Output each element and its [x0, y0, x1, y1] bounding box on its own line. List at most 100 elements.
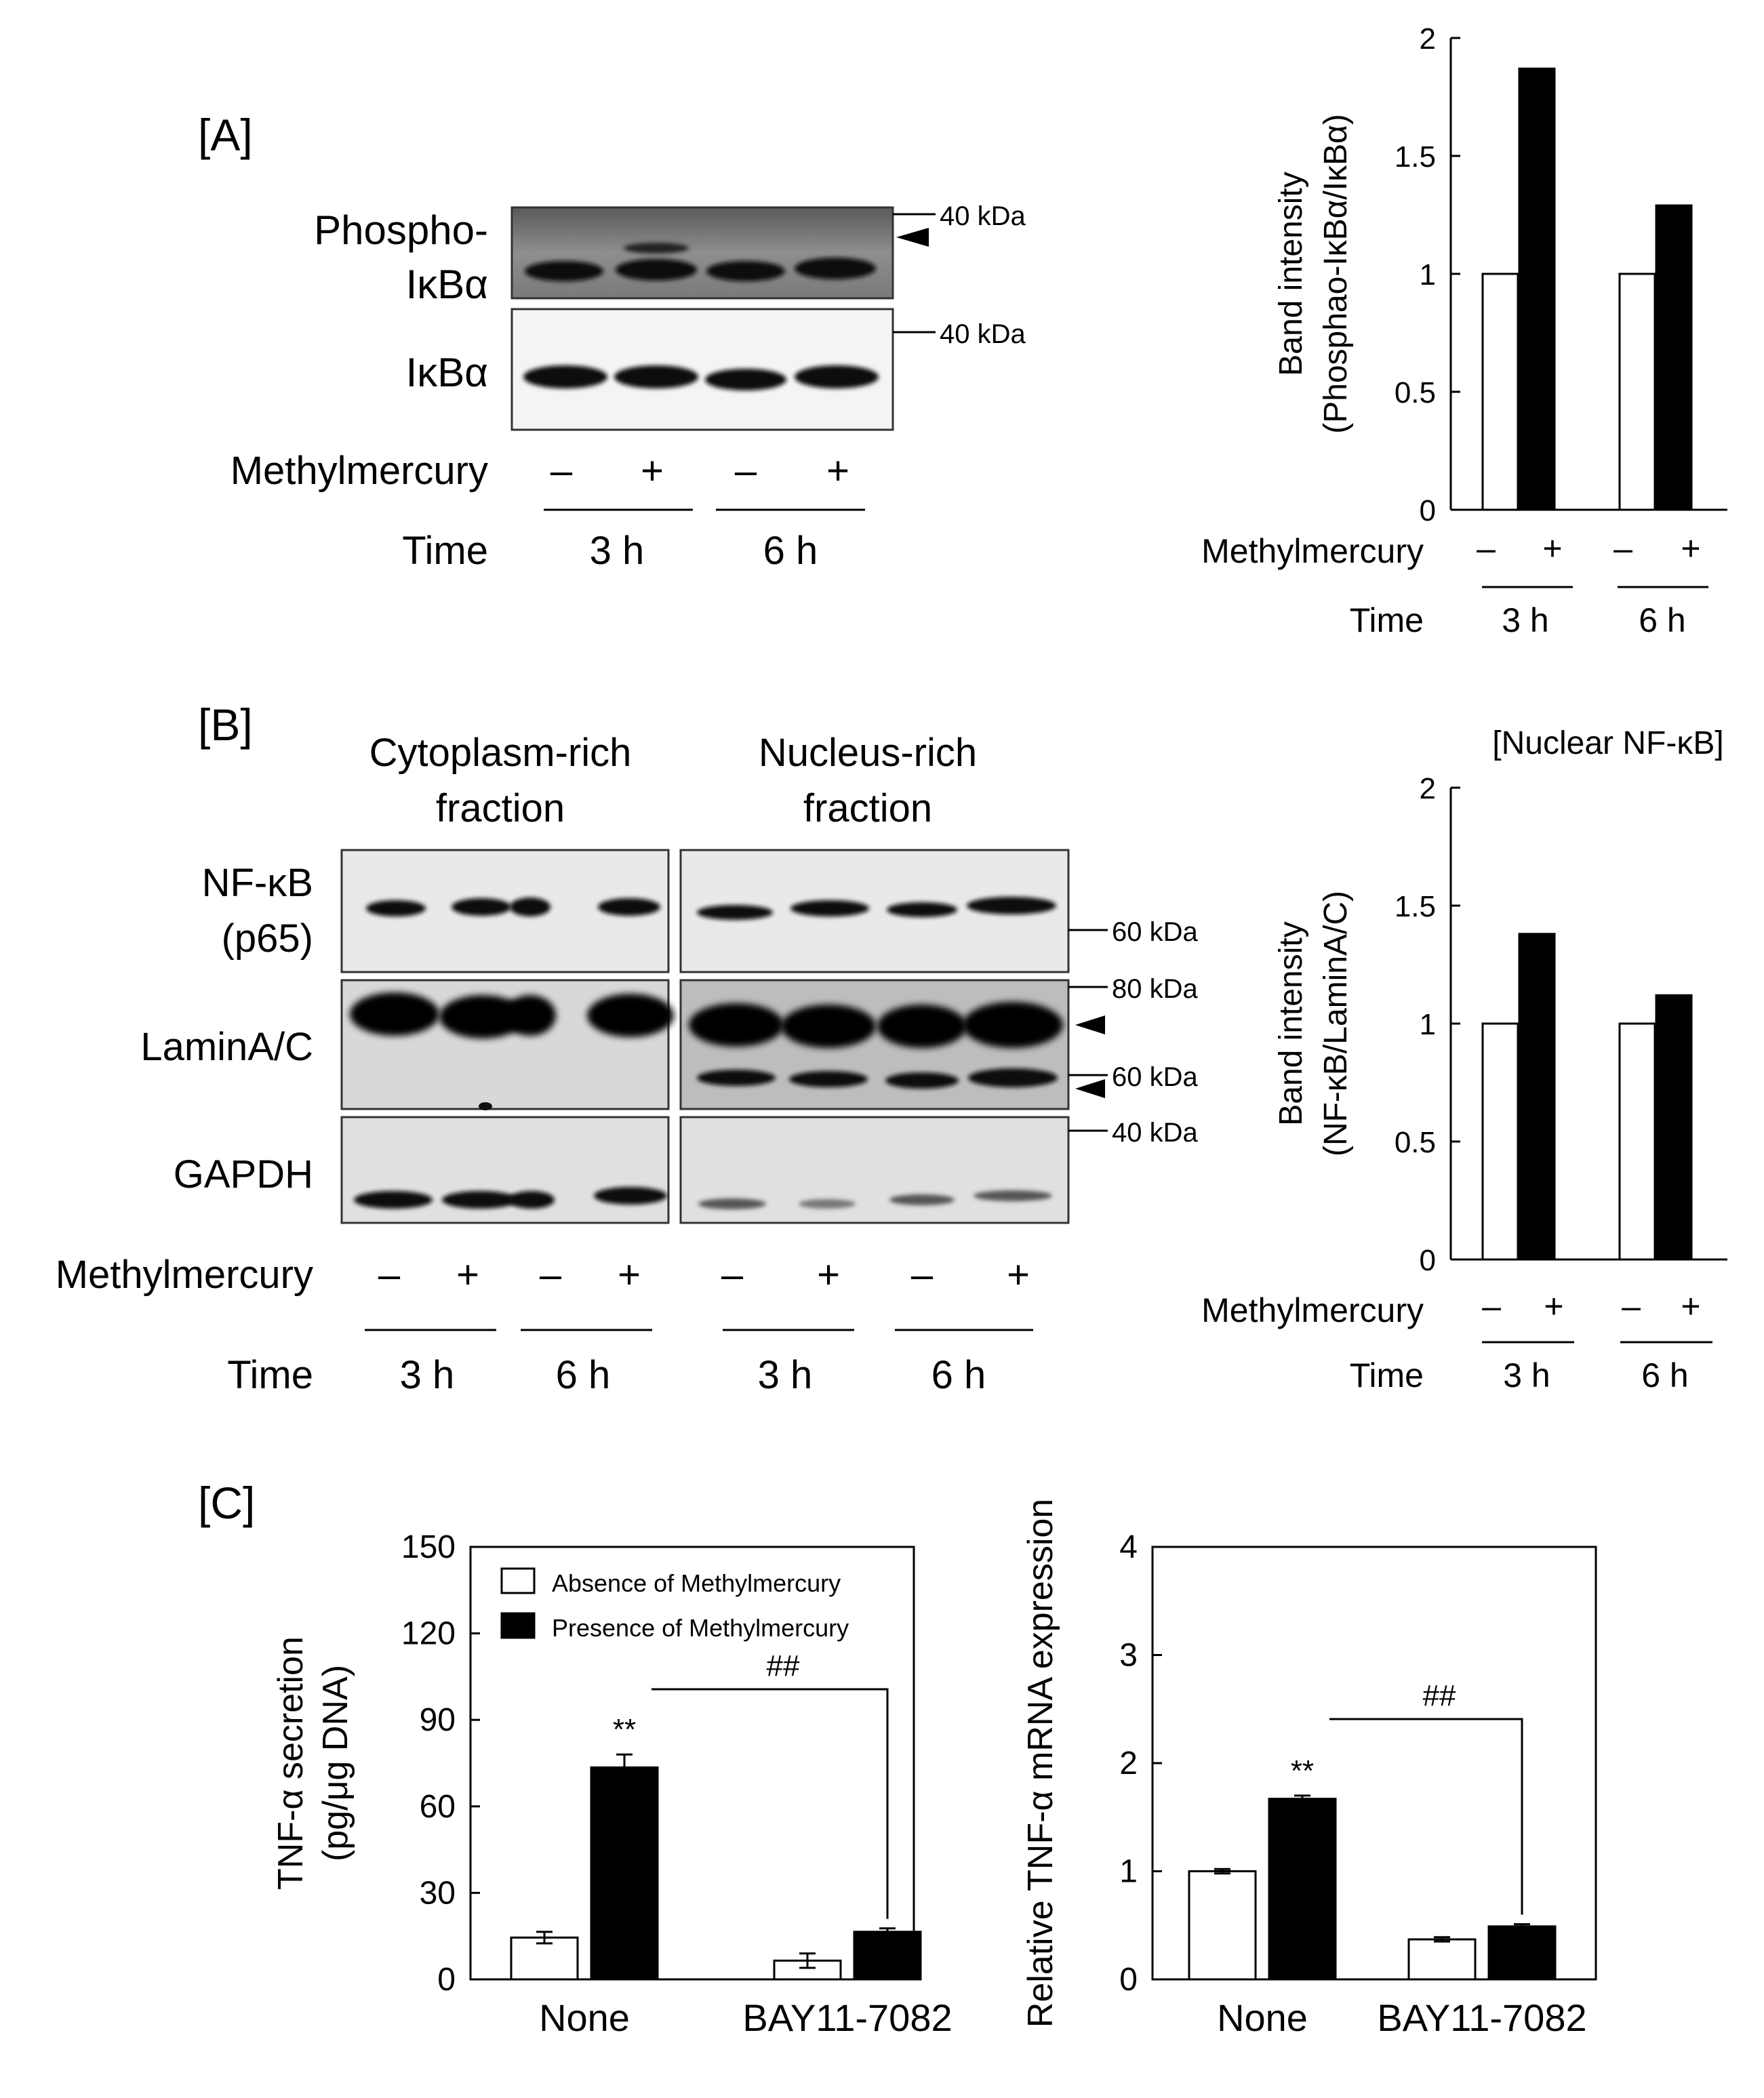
y-tick-label: 4 — [1119, 1529, 1138, 1565]
legend-label: Absence of Methylmercury — [552, 1569, 841, 1597]
bar — [1481, 1022, 1519, 1261]
y-tick-label: 150 — [401, 1529, 456, 1565]
bar — [1407, 1938, 1477, 1981]
blot-gapdh-nuc — [679, 1116, 1070, 1224]
bar — [853, 1931, 922, 1981]
fraction-nuc-line2: fraction — [803, 786, 932, 830]
y-tick-label: 1.5 — [1395, 890, 1436, 923]
legend-swatch — [500, 1612, 536, 1639]
y-tick-label: 0 — [1119, 1962, 1138, 1998]
b-time: 3 h — [758, 1353, 813, 1397]
y-tick-label: 0.5 — [1395, 1126, 1436, 1159]
chart-a-time: 3 h — [1502, 601, 1549, 639]
y-tick-label: 2 — [1420, 22, 1436, 56]
bar — [1188, 1870, 1257, 1981]
y-tick-label: 1 — [1119, 1854, 1138, 1890]
y-tick-label: 120 — [401, 1616, 456, 1652]
y-tick-label: 2 — [1119, 1746, 1138, 1781]
b-sign: – — [721, 1253, 744, 1297]
chart-b-methylmercury-label: Methylmercury — [1201, 1291, 1424, 1329]
blot-gapdh-cyto — [340, 1116, 670, 1224]
legend-label: Presence of Methylmercury — [552, 1614, 849, 1642]
bar — [1518, 933, 1556, 1261]
bar — [1487, 1925, 1557, 1981]
plot-frame — [469, 1546, 915, 1981]
ikba-label: IκBα — [406, 350, 488, 395]
b-time: 6 h — [931, 1353, 986, 1397]
x-category-label: BAY11-7082 — [1377, 1996, 1586, 2039]
y-tick-label: 90 — [420, 1702, 456, 1738]
marker-b-60kda-b: 60 kDa — [1112, 1062, 1198, 1092]
a-time: 3 h — [590, 529, 645, 573]
b-sign: – — [540, 1253, 562, 1297]
y-axis-label-line2: (pg/μg DNA) — [316, 1665, 355, 1861]
b-sign: – — [378, 1253, 401, 1297]
chart-a-band-intensity: 0 0.5 1 1.5 2 Band intensity (Phosphao-IκBα/Iκ… — [1273, 22, 1727, 527]
y-tick-label: 3 — [1119, 1638, 1138, 1674]
b-sign: + — [456, 1253, 479, 1297]
nfkb-label-line1: NF-κB — [202, 861, 313, 905]
chart-b-sign: – — [1622, 1287, 1641, 1325]
b-sign: + — [817, 1253, 840, 1297]
gapdh-label: GAPDH — [174, 1152, 313, 1196]
y-tick-label: 60 — [420, 1789, 456, 1825]
b-sign: + — [618, 1253, 641, 1297]
chart-b-time: 6 h — [1641, 1356, 1689, 1394]
arrowhead-icon — [1075, 1015, 1105, 1034]
x-category-label: None — [539, 1996, 630, 2039]
y-axis-label-line1: Band intensity — [1273, 921, 1309, 1126]
y-tick-label: 2 — [1420, 772, 1436, 805]
chart-b-sign: + — [1681, 1287, 1700, 1325]
a-time-label: Time — [402, 529, 488, 573]
bar — [1268, 1798, 1337, 1981]
panel-label-c: [C] — [198, 1478, 255, 1528]
y-axis-label-line1: TNF-α secretion — [271, 1636, 310, 1890]
y-axis-label: Relative TNF-α mRNA expression — [1021, 1499, 1060, 2028]
panel-label-b: [B] — [198, 700, 253, 750]
comparison-symbol: ## — [767, 1649, 800, 1682]
fraction-nuc-line1: Nucleus-rich — [759, 731, 977, 775]
bar — [1655, 204, 1693, 511]
y-tick-label: 1.5 — [1395, 140, 1436, 174]
bar — [1618, 1022, 1656, 1261]
a-methylmercury-label: Methylmercury — [230, 449, 488, 493]
significance-stars: ** — [613, 1713, 636, 1746]
marker-a-40kda-2: 40 kDa — [940, 319, 1026, 349]
chart-b-time-label: Time — [1350, 1356, 1424, 1394]
bar — [510, 1936, 579, 1981]
marker-b-40kda: 40 kDa — [1112, 1118, 1198, 1148]
b-time: 3 h — [400, 1353, 455, 1397]
chart-a-sign: + — [1542, 529, 1562, 567]
bar — [1618, 273, 1656, 511]
lamin-label: LaminA/C — [140, 1025, 313, 1069]
b-sign: + — [1007, 1253, 1030, 1297]
a-time: 6 h — [763, 529, 818, 573]
chart-a-time-label: Time — [1350, 601, 1424, 639]
nfkb-label-line2: (p65) — [222, 916, 313, 961]
chart-c-tnf-mrna: 0 1 2 3 4 Relative TNF-α mRNA expression None B… — [1021, 1499, 1597, 2039]
bar — [1518, 67, 1556, 511]
chart-a-methylmercury-label: Methylmercury — [1201, 532, 1424, 570]
marker-b-60kda-a: 60 kDa — [1112, 917, 1198, 947]
comparison-symbol: ## — [1423, 1679, 1456, 1712]
comparison-bracket — [1329, 1718, 1523, 1915]
y-tick-label: 0 — [437, 1962, 456, 1998]
y-axis-label-line1: Band intensity — [1273, 172, 1309, 376]
b-methylmercury-label: Methylmercury — [56, 1253, 313, 1297]
b-time: 6 h — [556, 1353, 611, 1397]
a-sign: + — [641, 449, 664, 493]
chart-c-tnf-secretion: 0 30 60 90 120 150 TNF-α secretion (pg/μg DNA) N… — [271, 1529, 953, 2039]
marker-b-80kda: 80 kDa — [1112, 974, 1198, 1004]
b-time-label: Time — [227, 1353, 313, 1397]
x-category-label: BAY11-7082 — [742, 1996, 952, 2039]
significance-stars: ** — [1291, 1754, 1314, 1788]
y-axis-label-line2: (NF-κB/LaminA/C) — [1318, 891, 1354, 1156]
blot-nfkb-nuc — [679, 849, 1070, 973]
chart-b-nuclear-nfkb: 0 0.5 1 1.5 2 Band intensity (NF-κB/LaminA/C) [… — [1273, 725, 1727, 1277]
blot-nfkb-cyto — [340, 849, 670, 973]
blot-phospho-ikba — [510, 206, 894, 300]
chart-title: [Nuclear NF-κB] — [1492, 725, 1723, 761]
phospho-label-line1: Phospho- — [314, 207, 488, 253]
phospho-label-line2: IκBα — [406, 262, 488, 307]
